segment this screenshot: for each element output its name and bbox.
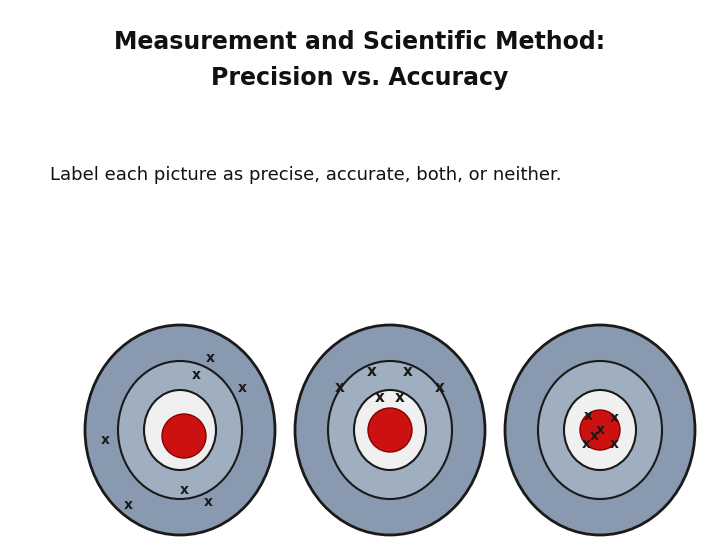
Text: x: x <box>610 411 618 425</box>
Text: Label each picture as precise, accurate, both, or neither.: Label each picture as precise, accurate,… <box>50 166 562 184</box>
Ellipse shape <box>354 390 426 470</box>
Ellipse shape <box>295 325 485 535</box>
Ellipse shape <box>580 410 620 450</box>
Ellipse shape <box>118 361 242 499</box>
Ellipse shape <box>564 390 636 470</box>
Text: x: x <box>205 351 215 365</box>
Text: x: x <box>590 429 598 443</box>
Text: x: x <box>375 390 385 406</box>
Text: x: x <box>583 409 593 423</box>
Text: x: x <box>101 433 109 447</box>
Ellipse shape <box>85 325 275 535</box>
Text: x: x <box>595 423 605 437</box>
Text: x: x <box>335 381 345 395</box>
Text: Precision vs. Accuracy: Precision vs. Accuracy <box>211 66 509 90</box>
Text: x: x <box>238 381 246 395</box>
Text: x: x <box>395 390 405 406</box>
Ellipse shape <box>328 361 452 499</box>
Ellipse shape <box>505 325 695 535</box>
Ellipse shape <box>368 408 412 452</box>
Text: x: x <box>582 437 590 451</box>
Text: x: x <box>204 495 212 509</box>
Text: x: x <box>367 364 377 380</box>
Ellipse shape <box>144 390 216 470</box>
Text: x: x <box>179 483 189 497</box>
Text: x: x <box>403 364 413 380</box>
Text: x: x <box>610 437 618 451</box>
Text: x: x <box>435 381 445 395</box>
Text: x: x <box>192 368 200 382</box>
Text: Measurement and Scientific Method:: Measurement and Scientific Method: <box>114 30 606 54</box>
Ellipse shape <box>162 414 206 458</box>
Text: x: x <box>124 498 132 512</box>
Ellipse shape <box>538 361 662 499</box>
